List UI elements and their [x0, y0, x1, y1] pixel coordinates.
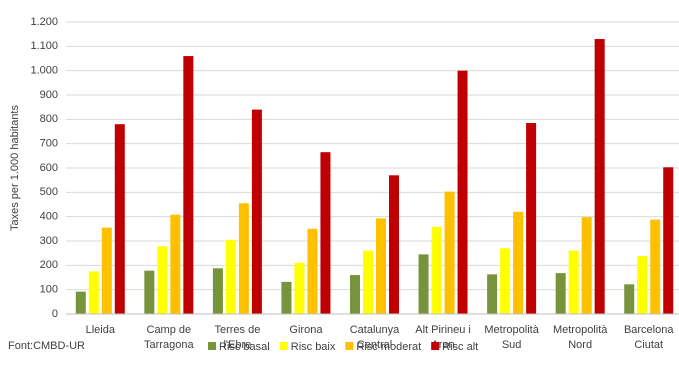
y-tick-label: 900 [40, 89, 58, 101]
bar [624, 284, 635, 314]
bar [170, 214, 181, 314]
x-tick-label: Camp de Tarragona [144, 324, 194, 351]
y-tick-label: 700 [40, 138, 58, 150]
bar [650, 219, 661, 314]
x-tick-label: Metropolità Sud [484, 324, 539, 351]
bar [183, 56, 194, 315]
bar [418, 254, 429, 314]
x-tick-label: Terres de l'Ebre [214, 324, 260, 351]
bar [457, 70, 468, 315]
bar [555, 273, 566, 314]
x-tick-label: Barcelona Ciutat [624, 324, 674, 351]
legend-swatch [345, 342, 354, 350]
bar [157, 246, 168, 314]
bar [581, 217, 592, 314]
y-tick-label: 1.100 [30, 40, 58, 52]
y-tick-label: 600 [40, 162, 58, 174]
bar [307, 228, 318, 314]
bar [294, 262, 305, 314]
bar [238, 203, 249, 314]
y-tick-label: 800 [40, 113, 58, 125]
bar [144, 270, 155, 314]
bar [431, 226, 442, 314]
bar [350, 275, 360, 314]
bar [444, 191, 455, 314]
bar [637, 256, 648, 314]
y-tick-label: 400 [40, 211, 58, 223]
x-tick-label: Girona [289, 324, 323, 336]
bar [281, 281, 292, 314]
bar [389, 175, 399, 314]
y-tick-label: 100 [40, 284, 58, 296]
bar [513, 211, 524, 314]
bar [568, 250, 579, 314]
y-tick-label: 300 [40, 235, 58, 247]
y-axis-label: Taxes per 1.000 habitants [9, 105, 21, 231]
legend-label: Risc baix [291, 341, 336, 353]
legend-swatch [279, 342, 288, 350]
x-tick-label: Lleida [86, 324, 116, 336]
legend-label: Risc moderat [356, 341, 421, 353]
legend-swatch [431, 342, 440, 350]
bar [101, 227, 112, 314]
legend-label: Risc basal [219, 341, 270, 353]
bar [500, 248, 511, 314]
y-tick-label: 1.200 [30, 16, 58, 28]
bar [75, 291, 86, 314]
y-tick-label: 200 [40, 259, 58, 271]
bar [88, 271, 99, 314]
y-tick-label: 1.000 [30, 65, 58, 77]
bar [363, 250, 373, 314]
bar [663, 167, 674, 314]
bar [251, 109, 262, 314]
x-tick-label: Catalunya Central [350, 324, 400, 351]
bar [320, 152, 331, 314]
bar [114, 124, 125, 314]
source-note: Font:CMBD-UR [8, 340, 85, 352]
bar [594, 39, 605, 315]
y-tick-label: 500 [40, 186, 58, 198]
legend-label: Risc alt [442, 341, 478, 353]
y-tick-label: 0 [52, 308, 58, 320]
x-tick-label: Metropolità Nord [553, 324, 608, 351]
bar [376, 218, 386, 314]
bar [487, 274, 498, 314]
bar [526, 122, 537, 314]
bar [225, 239, 236, 314]
bar [212, 268, 223, 314]
legend-swatch [208, 342, 216, 350]
